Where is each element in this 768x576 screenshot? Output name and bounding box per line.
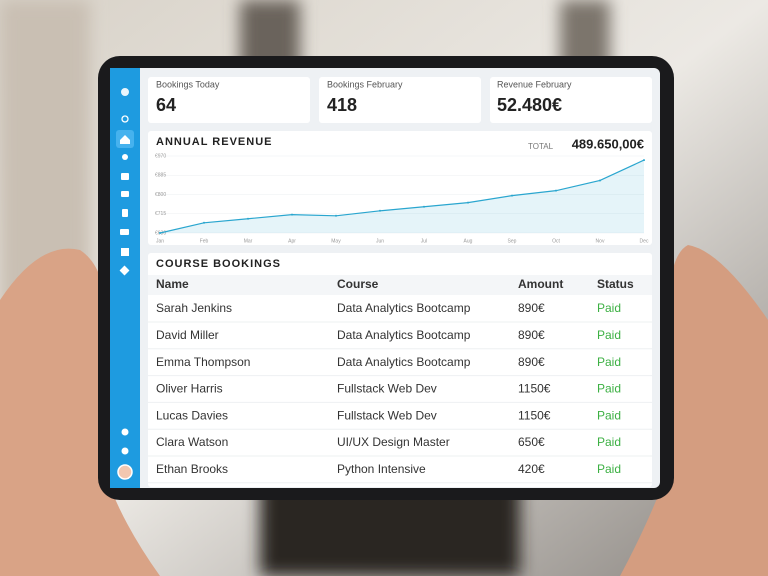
point [643, 159, 645, 162]
table-header-cell: Name [156, 277, 189, 291]
y-tick-label: €885 [155, 173, 166, 179]
x-tick-label: Oct [552, 238, 560, 244]
x-tick-label: Feb [200, 238, 209, 244]
x-tick-label: May [331, 238, 341, 244]
total-value: 489.650,00€ [572, 136, 644, 151]
amount-cell: 1150€ [518, 408, 551, 422]
status-cell: Paid [597, 301, 621, 315]
stat-label: Bookings February [327, 79, 403, 89]
stat-value: 64 [156, 95, 176, 115]
amount-cell: 420€ [518, 462, 545, 476]
table-header-cell: Amount [518, 277, 563, 291]
avatar[interactable] [117, 464, 133, 480]
user-icon[interactable] [122, 154, 128, 160]
table: Name Course Amount Status Sarah Jenkins Data … [148, 277, 652, 484]
x-tick-label: Nov [596, 238, 605, 244]
stat-card [490, 77, 652, 123]
name-cell: Ethan Brooks [156, 462, 228, 476]
stat-card [319, 77, 481, 123]
name-cell: Lucas Davies [156, 408, 228, 422]
chart: €630€715€800€885€970JanFebMarAprMayJunJu… [155, 153, 649, 244]
status-cell: Paid [597, 355, 621, 369]
course-cell: Data Analytics Bootcamp [337, 301, 471, 315]
sidebar-icons [116, 88, 134, 480]
line [159, 159, 645, 234]
name-cell: Oliver Harris [156, 382, 223, 396]
point [379, 209, 381, 212]
table-header-cell: Course [337, 277, 379, 291]
x-tick-label: Jun [376, 238, 384, 244]
y-tick-label: €800 [155, 192, 166, 198]
y-tick-label: €970 [155, 153, 166, 159]
name-cell: Clara Watson [156, 435, 228, 449]
x-tick-label: Sep [508, 238, 517, 244]
point [291, 213, 293, 216]
y-tick-label: €715 [155, 211, 166, 217]
name-cell: David Miller [156, 328, 219, 342]
point [335, 214, 337, 217]
name-cell: Emma Thompson [156, 355, 250, 369]
status-cell: Paid [597, 408, 621, 422]
amount-cell: 1150€ [518, 382, 551, 396]
stat-value: 418 [327, 95, 357, 115]
course-cell: UI/UX Design Master [337, 435, 450, 449]
course-cell: Data Analytics Bootcamp [337, 328, 471, 342]
file-icon[interactable] [122, 209, 128, 217]
chart-title: ANNUAL REVENUE [156, 136, 272, 148]
contact-icon[interactable] [121, 173, 129, 180]
settings-icon[interactable] [121, 428, 129, 436]
right-hand [620, 245, 768, 576]
stat-card [148, 77, 310, 123]
home-glyph [120, 135, 130, 144]
point [599, 179, 601, 182]
amount-cell: 650€ [518, 435, 545, 449]
status-cell: Paid [597, 435, 621, 449]
amount-cell: 890€ [518, 301, 545, 315]
x-tick-label: Jan [156, 238, 164, 244]
name-cell: Sarah Jenkins [156, 301, 232, 315]
course-cell: Fullstack Web Dev [337, 408, 437, 422]
x-tick-label: Mar [244, 238, 253, 244]
total-label: TOTAL [528, 142, 554, 151]
area [160, 160, 644, 233]
course-cell: Fullstack Web Dev [337, 382, 437, 396]
card-icon[interactable] [120, 229, 129, 235]
x-tick-label: Aug [464, 238, 473, 244]
amount-cell: 890€ [518, 328, 545, 342]
course-cell: Data Analytics Bootcamp [337, 355, 471, 369]
mail-icon[interactable] [121, 191, 129, 197]
bank-icon[interactable] [121, 248, 129, 256]
status-cell: Paid [597, 462, 621, 476]
point [467, 201, 469, 204]
point [511, 194, 513, 197]
table-title: COURSE BOOKINGS [156, 258, 281, 270]
point [555, 189, 557, 192]
table-header-cell: Status [597, 277, 634, 291]
point [247, 217, 249, 220]
x-tick-label: Jul [421, 238, 427, 244]
help-icon[interactable] [121, 447, 129, 455]
logo [121, 88, 129, 96]
amount-cell: 890€ [518, 355, 545, 369]
x-tick-label: Apr [288, 238, 296, 244]
stat-label: Bookings Today [156, 79, 220, 89]
point [159, 232, 161, 234]
point [423, 205, 425, 208]
table-card [148, 253, 652, 487]
table-header-bg [148, 275, 652, 295]
stat-value: 52.480€ [497, 95, 562, 115]
x-tick-label: Dec [640, 238, 649, 244]
left-hand [0, 248, 160, 576]
search-icon[interactable] [121, 115, 129, 123]
course-cell: Python Intensive [337, 462, 426, 476]
status-cell: Paid [597, 382, 621, 396]
status-cell: Paid [597, 328, 621, 342]
stat-label: Revenue February [497, 79, 572, 89]
point [203, 221, 205, 224]
